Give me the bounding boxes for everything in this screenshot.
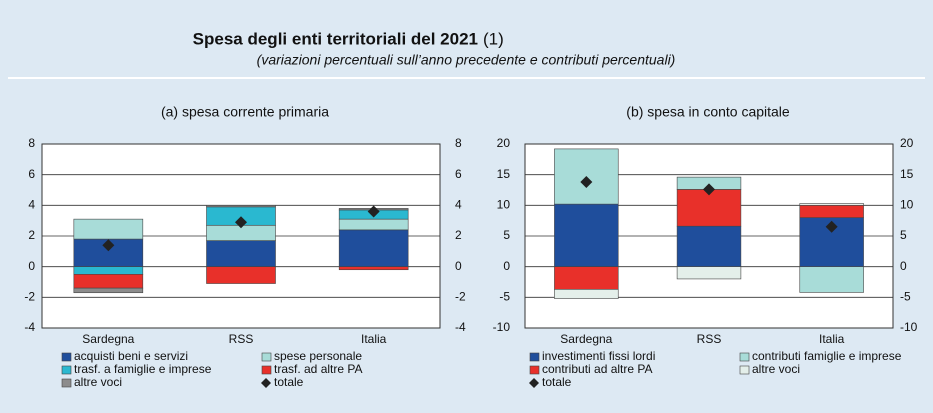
legend-label: spese personale xyxy=(274,349,362,363)
total-marker xyxy=(235,216,247,229)
legend-label: trasf. a famiglie e imprese xyxy=(74,362,212,376)
legend-label: trasf. ad altre PA xyxy=(274,362,362,376)
y2-tick-label: -4 xyxy=(455,320,466,334)
bar-segment xyxy=(676,266,742,280)
legend-marker xyxy=(529,378,539,388)
bar-segment xyxy=(554,203,619,267)
title: Spesa degli enti territoriali del 2021 xyxy=(193,29,478,48)
legend-label: investimenti fissi lordi xyxy=(542,349,655,363)
bar-segment xyxy=(799,203,864,206)
y-tick-label: 15 xyxy=(497,167,511,181)
bar-segment xyxy=(338,218,409,231)
total-marker xyxy=(825,220,838,233)
legend-swatch xyxy=(61,378,72,388)
bar-segment xyxy=(338,229,409,267)
bar-segment xyxy=(73,218,144,240)
title-note: (1) xyxy=(483,29,504,48)
y-tick-label: 10 xyxy=(497,198,511,212)
y-tick-label: 20 xyxy=(497,136,511,150)
bar-segment xyxy=(73,266,144,275)
bar-segment xyxy=(206,205,276,208)
y-tick-label: 6 xyxy=(28,167,35,181)
bar-segment xyxy=(799,205,864,218)
legend-swatch xyxy=(261,352,272,362)
y-tick-label: 8 xyxy=(28,136,35,150)
y-tick-label: -10 xyxy=(493,320,511,334)
y2-tick-label: 0 xyxy=(900,259,907,273)
bar-segment xyxy=(206,240,276,267)
x-tick-label: RSS xyxy=(229,332,254,346)
y2-tick-label: 0 xyxy=(455,259,462,273)
legend-swatch xyxy=(739,365,750,375)
total-marker xyxy=(367,205,380,218)
total-marker xyxy=(580,176,593,189)
y2-tick-label: 20 xyxy=(900,136,914,150)
legend-swatch xyxy=(529,365,540,375)
y2-tick-label: 6 xyxy=(455,167,462,181)
legend-marker xyxy=(261,378,271,388)
y2-tick-label: -10 xyxy=(900,320,918,334)
panel-title: (b) spesa in conto capitale xyxy=(626,104,790,120)
y2-tick-label: 15 xyxy=(900,167,914,181)
legend-swatch xyxy=(261,365,272,375)
y2-tick-label: -5 xyxy=(900,290,911,304)
y-tick-label: 0 xyxy=(503,259,510,273)
x-tick-label: Sardegna xyxy=(560,332,612,346)
y2-tick-label: 10 xyxy=(900,198,914,212)
legend-label: acquisti beni e servizi xyxy=(74,349,188,363)
y-tick-label: 5 xyxy=(503,228,510,242)
legend-label: altre voci xyxy=(74,375,122,389)
total-marker xyxy=(703,183,715,196)
legend-label: altre voci xyxy=(752,362,800,376)
y2-tick-label: 8 xyxy=(455,136,462,150)
y2-tick-label: 2 xyxy=(455,228,462,242)
legend-swatch xyxy=(61,365,72,375)
legend-label: contributi ad altre PA xyxy=(542,362,653,376)
y-tick-label: -2 xyxy=(24,290,35,304)
x-tick-label: RSS xyxy=(697,332,722,346)
total-marker xyxy=(102,239,115,252)
panel-title: (a) spesa corrente primaria xyxy=(161,104,329,120)
y-tick-label: 0 xyxy=(28,259,35,273)
y-tick-label: -4 xyxy=(24,320,35,334)
legend-swatch xyxy=(61,352,72,362)
subtitle: (variazioni percentuali sull’anno preced… xyxy=(257,52,676,68)
bar-segment xyxy=(554,289,619,299)
y2-tick-label: -2 xyxy=(455,290,466,304)
bar-segment xyxy=(799,266,864,293)
bar-segment xyxy=(676,225,742,267)
y-tick-label: 4 xyxy=(28,198,35,212)
legend-label: totale xyxy=(542,375,572,389)
y2-tick-label: 5 xyxy=(900,228,907,242)
x-tick-label: Sardegna xyxy=(82,332,134,346)
y-tick-label: 2 xyxy=(28,228,35,242)
x-tick-label: Italia xyxy=(819,332,845,346)
legend-label: totale xyxy=(274,375,304,389)
y-tick-label: -5 xyxy=(499,290,510,304)
legend-swatch xyxy=(529,352,540,362)
bar-segment xyxy=(554,266,619,290)
legend-label: contributi famiglie e imprese xyxy=(752,349,902,363)
bar-segment xyxy=(73,274,144,289)
bar-segment xyxy=(338,266,409,271)
legend-swatch xyxy=(739,352,750,362)
bar-segment xyxy=(73,287,144,294)
y2-tick-label: 4 xyxy=(455,198,462,212)
bar-segment xyxy=(676,189,742,227)
bar-segment xyxy=(206,266,276,284)
x-tick-label: Italia xyxy=(361,332,387,346)
